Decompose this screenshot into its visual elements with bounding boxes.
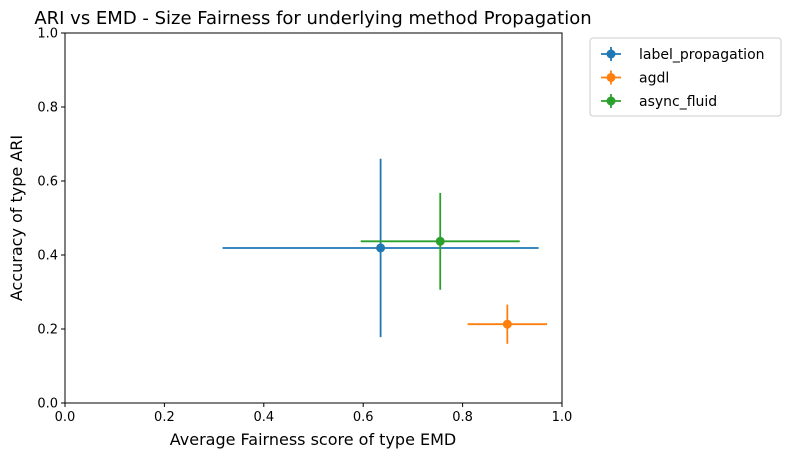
series-async_fluid [360,192,520,290]
y-tick-label: 0.0 [37,397,58,412]
legend-item-label_propagation: label_propagation [601,47,765,63]
y-tick-label: 0.8 [37,101,58,116]
x-axis: 0.0 0.2 0.4 0.6 0.8 1.0 [55,403,573,425]
y-axis: 0.0 0.2 0.4 0.6 0.8 1.0 [37,27,65,412]
legend-item-agdl: agdl [601,70,669,87]
x-tick-label: 0.2 [154,410,175,425]
legend-label: agdl [639,71,669,87]
data-point [502,319,512,329]
legend-label: async_fluid [639,94,717,110]
x-axis-label: Average Fairness score of type EMD [170,430,456,449]
x-tick-label: 0.4 [253,410,274,425]
y-tick-label: 0.2 [37,323,58,338]
x-tick-label: 0.0 [55,410,76,425]
legend-marker [606,73,616,82]
legend-item-async_fluid: async_fluid [601,94,717,110]
data-point [376,243,386,253]
y-tick-label: 0.4 [37,249,58,264]
y-axis-label: Accuracy of type ARI [7,135,26,301]
y-tick-label: 0.6 [37,175,58,190]
legend-marker [606,49,616,59]
legend-label: label_propagation [639,47,765,63]
legend-frame [589,37,782,117]
y-tick-label: 1.0 [37,27,58,42]
series-label_propagation [222,158,539,338]
x-tick-label: 0.6 [353,410,374,425]
data-point [435,236,445,246]
series-agdl [467,304,548,344]
chart-title: ARI vs EMD - Size Fairness for underlyin… [34,8,591,29]
x-tick-label: 1.0 [552,410,573,425]
plot-frame [64,32,563,404]
legend-marker [606,96,616,106]
plot-area [222,158,548,344]
x-tick-label: 0.8 [452,410,473,425]
